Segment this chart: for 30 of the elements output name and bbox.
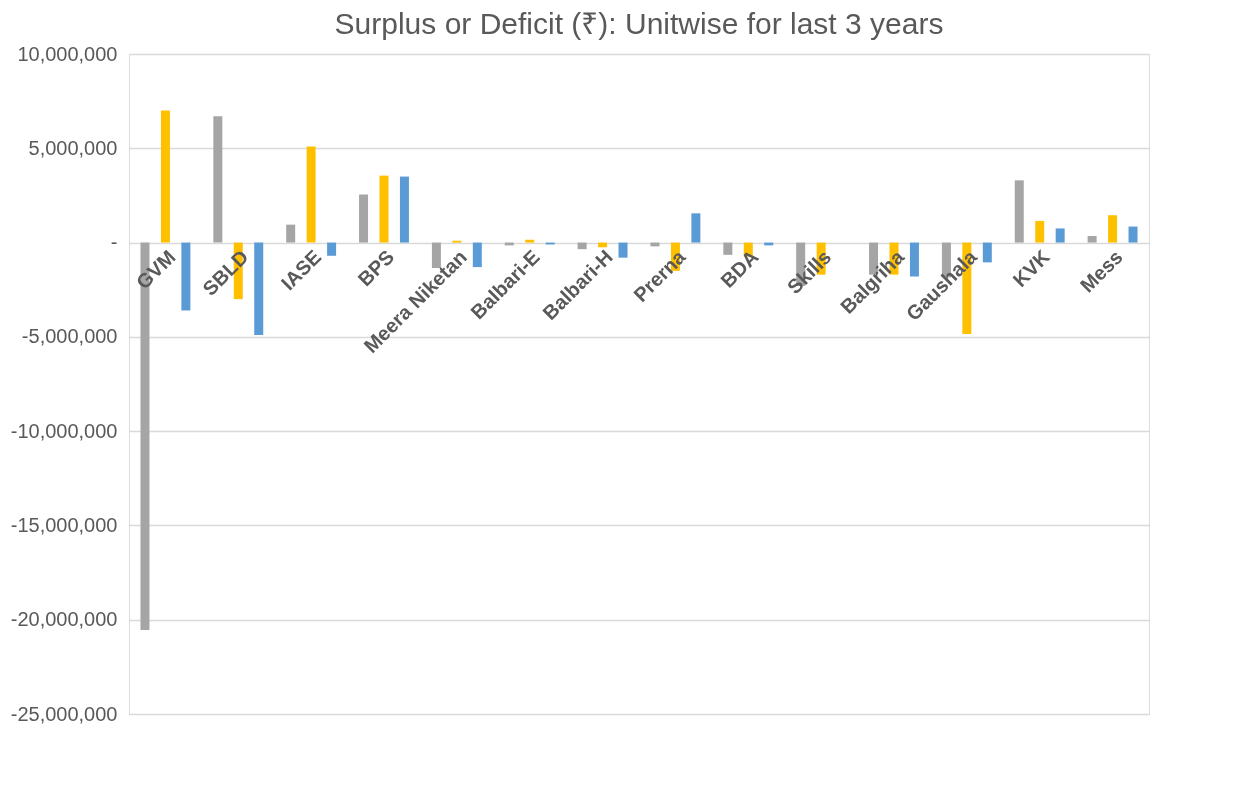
bar <box>327 242 337 256</box>
y-tick-label: 10,000,000 <box>17 42 118 65</box>
bar <box>254 242 264 335</box>
bar <box>525 239 535 243</box>
bar <box>286 224 296 243</box>
bar <box>618 242 628 258</box>
bar <box>1055 228 1065 243</box>
y-tick-label: -25,000,000 <box>10 702 118 725</box>
bar <box>1087 235 1097 243</box>
bar <box>399 176 409 243</box>
bar <box>1014 180 1024 243</box>
chart-title: Surplus or Deficit (₹): Unitwise for last 3 years <box>334 7 944 40</box>
bar <box>306 146 316 243</box>
bar <box>691 213 701 243</box>
bar <box>577 242 587 250</box>
y-tick-label: - <box>110 231 118 254</box>
bar <box>160 110 170 243</box>
bar <box>1035 220 1045 243</box>
bar <box>359 194 369 243</box>
bar <box>1108 215 1118 243</box>
bar <box>1128 226 1138 243</box>
y-tick-label: -15,000,000 <box>10 513 118 536</box>
bar <box>181 242 191 311</box>
bar <box>982 242 992 263</box>
y-tick-label: 5,000,000 <box>28 136 118 159</box>
bar <box>213 116 223 243</box>
bar <box>379 175 389 243</box>
y-tick-label: -5,000,000 <box>21 325 118 348</box>
y-tick-label: -20,000,000 <box>10 608 118 631</box>
y-tick-label: -10,000,000 <box>10 419 118 442</box>
